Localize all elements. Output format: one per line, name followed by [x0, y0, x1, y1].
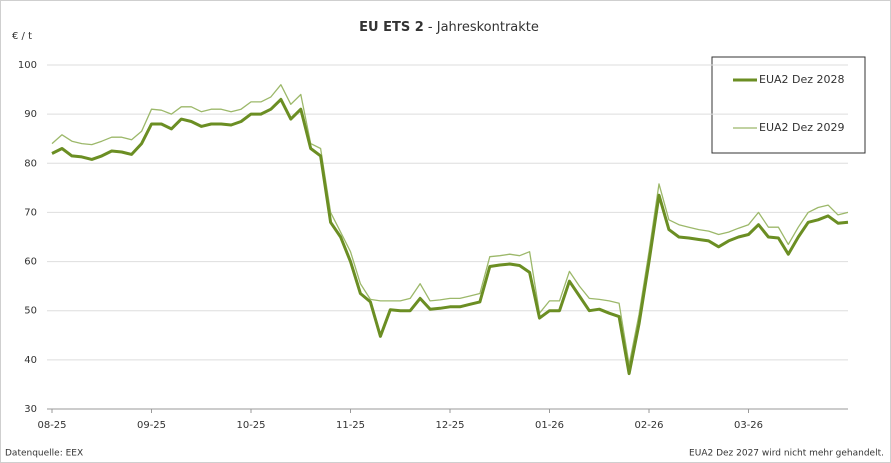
x-tick-label: 01-26 — [535, 420, 564, 431]
x-tick-label: 02-26 — [634, 420, 663, 431]
footer-note: EUA2 Dez 2027 wird nicht mehr gehandelt. — [689, 449, 884, 459]
chart-title: EU ETS 2 — [359, 20, 424, 35]
y-tick-label: 70 — [24, 207, 37, 218]
x-tick-label: 03-26 — [734, 420, 763, 431]
y-tick-label: 40 — [24, 355, 37, 366]
x-tick-label: 10-25 — [236, 420, 265, 431]
legend-label: EUA2 Dez 2028 — [759, 73, 845, 86]
x-tick-label: 12-25 — [435, 420, 464, 431]
y-tick-label: 50 — [24, 306, 37, 317]
series-line — [51, 97, 849, 376]
y-axis-label: € / t — [12, 31, 32, 42]
y-tick-label: 80 — [24, 158, 37, 169]
x-tick-label: 09-25 — [137, 420, 166, 431]
y-tick-label: 90 — [24, 109, 37, 120]
series-line — [51, 84, 849, 366]
x-tick-label: 08-25 — [37, 420, 66, 431]
chart-subtitle: - Jahreskontrakte — [428, 20, 539, 35]
y-tick-label: 100 — [18, 60, 37, 71]
y-tick-label: 60 — [24, 257, 37, 268]
legend-box — [711, 56, 866, 154]
chart-title-line: EU ETS 2 - Jahreskontrakte — [359, 20, 539, 35]
legend-label: EUA2 Dez 2029 — [759, 121, 845, 134]
source-note: Datenquelle: EEX — [5, 449, 83, 459]
y-tick-label: 30 — [24, 404, 37, 415]
x-tick-label: 11-25 — [336, 420, 365, 431]
